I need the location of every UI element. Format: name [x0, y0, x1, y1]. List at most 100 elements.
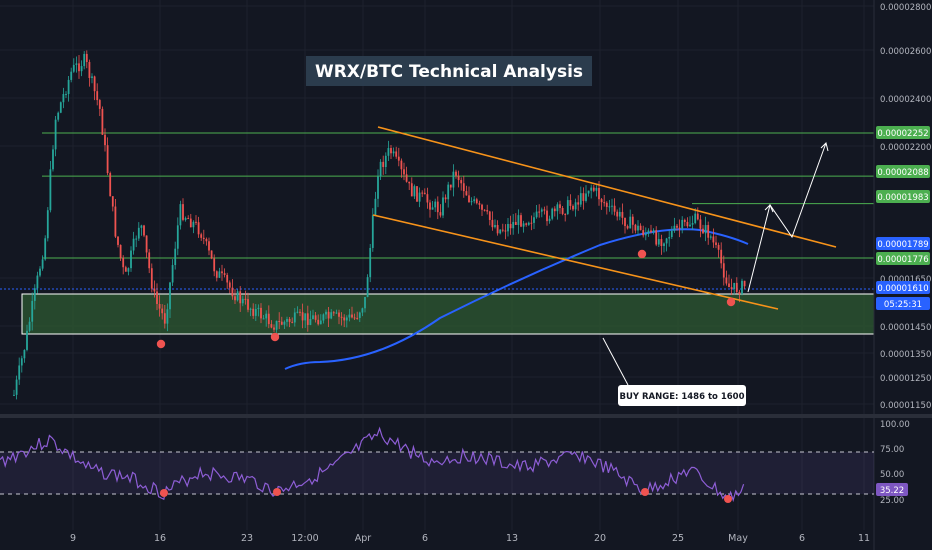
candle-body	[387, 148, 390, 156]
candle-body	[681, 219, 684, 229]
candle-body	[546, 210, 548, 222]
candle-body	[514, 221, 517, 225]
candle-body	[41, 259, 44, 269]
candle-body	[137, 227, 140, 239]
candle-body	[366, 277, 369, 297]
candle-body	[59, 102, 62, 113]
candle-body	[486, 210, 489, 212]
date-tick-label: Apr	[355, 533, 372, 544]
candle-body	[605, 202, 608, 207]
candle-body	[613, 205, 616, 212]
candle-body	[579, 193, 582, 205]
rsi-axis: 100.00 75.00 50.00 25.00 35.22	[876, 420, 910, 506]
candle-body	[210, 250, 213, 259]
candle-body	[556, 204, 559, 212]
price-label-bg	[876, 281, 930, 294]
candle-body	[447, 184, 450, 200]
candle-body	[665, 238, 668, 244]
candle-body	[678, 227, 681, 229]
candle-body	[20, 358, 23, 366]
candle-body	[286, 318, 288, 322]
date-tick-label: 9	[70, 533, 76, 544]
candle-body	[262, 318, 265, 320]
candle-body	[122, 257, 125, 268]
candle-body	[525, 223, 528, 225]
candle-body	[548, 218, 551, 222]
candle-body	[709, 236, 712, 238]
candle-body	[379, 161, 382, 177]
price-tick-label: 0.00001650	[880, 275, 931, 285]
candle-body	[163, 313, 166, 324]
candle-body	[738, 291, 741, 294]
candle-body	[260, 307, 262, 319]
rsi-current-label: 35.22	[880, 486, 904, 496]
price-tick-label: 0.00002400	[880, 95, 931, 105]
candle-body	[491, 219, 494, 228]
candle-body	[101, 108, 104, 135]
date-tick-label: May	[728, 533, 748, 544]
candle-body	[592, 187, 595, 191]
candle-body	[215, 271, 218, 278]
candle-body	[421, 192, 424, 194]
price-label-bg	[876, 126, 930, 139]
candle-body	[85, 53, 88, 63]
candle-body	[353, 317, 356, 319]
candle-body	[413, 186, 416, 197]
price-label: 0.00002088	[877, 168, 928, 178]
candle-body	[517, 215, 520, 225]
candle-body	[504, 230, 507, 232]
candle-body	[603, 202, 606, 204]
rsi-tick-label: 50.00	[880, 470, 904, 480]
candle-body	[241, 298, 244, 304]
candle-body	[468, 195, 470, 203]
candle-body	[543, 209, 546, 211]
candle-body	[200, 234, 203, 238]
candle-body	[275, 320, 278, 330]
moving-average-line	[284, 228, 749, 370]
candle-body	[507, 223, 509, 232]
candle-body	[587, 190, 590, 194]
candle-body	[127, 268, 130, 272]
candle-body	[572, 205, 574, 210]
candle-body	[67, 79, 70, 95]
candle-body	[179, 204, 182, 226]
candle-body	[455, 171, 457, 176]
candle-body	[161, 308, 164, 314]
candle-body	[171, 265, 174, 283]
candle-body	[395, 151, 398, 157]
candle-body	[197, 222, 200, 235]
candle-body	[249, 308, 252, 310]
candle-body	[533, 217, 535, 223]
candle-body	[345, 317, 348, 321]
candle-body	[135, 238, 138, 240]
candle-body	[291, 321, 294, 323]
candle-body	[520, 215, 522, 227]
candle-body	[205, 238, 208, 242]
candle-body	[382, 161, 385, 168]
date-axis: 9 16 23 12:00 Apr 6 13 20 25 May 6 11	[70, 533, 870, 544]
candle-body	[145, 235, 148, 253]
candle-body	[551, 208, 554, 219]
candle-body	[418, 192, 421, 202]
candle-body	[15, 379, 18, 395]
candle-body	[91, 76, 93, 78]
candle-body	[733, 282, 736, 290]
price-label-bg	[876, 165, 930, 178]
candle-body	[494, 225, 496, 228]
candle-body	[348, 314, 351, 318]
candle-body	[377, 176, 379, 199]
candle-body	[431, 207, 434, 210]
candle-body	[52, 149, 54, 170]
candle-body	[343, 317, 346, 321]
candle-body	[187, 218, 190, 220]
candle-body	[397, 156, 400, 161]
candle-body	[496, 225, 499, 234]
candle-body	[117, 236, 119, 245]
candle-body	[668, 236, 671, 239]
price-label: 0.00001610	[877, 284, 928, 294]
candle-body	[663, 243, 665, 246]
candle-body	[707, 225, 710, 238]
candle-body	[72, 64, 75, 72]
candle-body	[535, 211, 538, 218]
